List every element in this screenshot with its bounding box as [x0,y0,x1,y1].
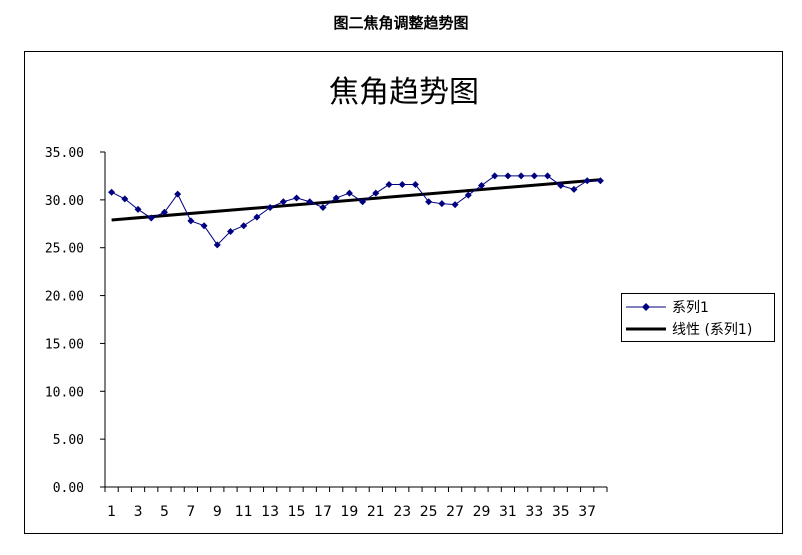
y-tick-label: 15.00 [45,337,84,352]
data-point [570,185,578,193]
data-point [385,181,393,189]
data-point [398,181,406,189]
y-tick-label: 25.00 [45,242,84,257]
data-point [306,198,314,206]
x-tick-label: 13 [261,504,279,520]
data-point [438,200,446,208]
data-point [293,194,301,202]
x-tick-label: 3 [134,504,143,520]
data-point [491,172,499,180]
data-point [266,204,274,212]
data-point [425,198,433,206]
y-tick-label: 35.00 [45,146,84,161]
data-point [583,177,591,185]
x-tick-label: 31 [499,504,517,520]
data-point [134,205,142,213]
trendline-layer [111,178,601,222]
y-tick-label: 0.00 [53,481,84,496]
data-point [187,217,195,225]
chart-title: 焦角趋势图 [329,75,479,110]
x-tick-label: 25 [420,504,438,520]
x-tick-label: 33 [525,504,543,520]
data-point [451,201,459,209]
x-tick-label: 9 [213,504,222,520]
y-tick-label: 5.00 [53,433,84,448]
data-point [147,214,155,222]
data-point [411,181,419,189]
data-point [319,204,327,212]
data-point [596,177,604,185]
x-tick-label: 29 [473,504,491,520]
x-tick-label: 27 [446,504,464,520]
data-point [530,172,538,180]
x-tick-label: 5 [160,504,169,520]
legend-trendline-label: 线性 (系列1) [672,322,753,338]
data-point [213,241,221,249]
data-point [108,188,116,196]
data-point [544,172,552,180]
y-tick-label: 30.00 [45,194,84,209]
data-point [200,222,208,230]
legend-series-swatch [626,303,666,311]
data-point [227,227,234,235]
legend-item-trendline: 线性 (系列1) [626,319,752,339]
legend-trendline-swatch [626,327,666,331]
page-title: 图二焦角调整趋势图 [333,14,469,32]
x-tick-label: 19 [340,504,358,520]
data-point [174,190,182,198]
x-tick-label: 35 [552,504,570,520]
data-point [504,172,512,180]
trendline [111,178,601,222]
data-point [160,208,168,216]
x-tick-label: 7 [186,504,195,520]
legend: 系列1 线性 (系列1) [621,293,775,342]
data-point [345,189,353,197]
x-tick-label: 17 [314,504,332,520]
data-point [464,191,472,199]
x-tick-label: 11 [235,504,253,520]
chart-frame [24,51,783,534]
data-point [253,213,261,221]
data-point [359,198,367,206]
data-point [279,198,287,206]
x-tick-label: 37 [578,504,596,520]
data-point [372,189,380,197]
data-point [240,222,248,230]
legend-series-label: 系列1 [672,300,709,316]
data-point [332,194,340,202]
data-point [517,172,525,180]
y-tick-label: 20.00 [45,290,84,305]
x-tick-label: 21 [367,504,385,520]
y-tick-label: 10.00 [45,385,84,400]
data-point [121,195,129,203]
series-layer [108,172,604,249]
data-point [478,182,485,189]
data-point [557,182,565,189]
x-tick-label: 1 [107,504,116,520]
x-tick-label: 15 [288,504,306,520]
x-tick-label: 23 [393,504,411,520]
legend-item-series: 系列1 [626,297,709,317]
